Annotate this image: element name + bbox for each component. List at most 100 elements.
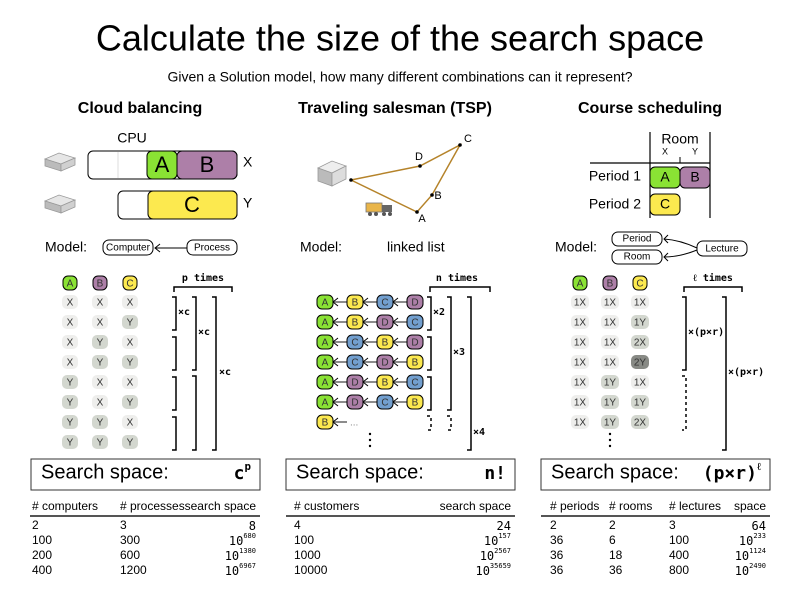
value-base: 10 [735,564,749,578]
chip-label: D [351,378,358,389]
cloud-balancing-heading: Cloud balancing [78,100,202,117]
chip-label: X [127,338,134,349]
route-stop [458,143,462,147]
chip-label: 1X [574,418,587,429]
assignment-chip: 1X [601,295,619,309]
chip-shape [122,375,138,389]
assignment-chip: X [62,315,78,329]
chip-shape [122,275,138,291]
column-header: # customers [294,499,359,513]
bracket-level-3 [212,296,217,451]
chain-node: A [316,374,334,390]
assignment-chip: X [92,295,108,309]
assignment-chip: 1X [601,335,619,349]
chip-label: 1X [604,298,617,309]
stop-c-label: C [464,133,472,145]
assignment-chip: Y [92,435,108,449]
value-exponent: 233 [753,532,766,540]
arrowhead-icon [154,243,161,253]
process-c [147,190,238,220]
table-cell: 100 [294,533,314,547]
value-exponent: 157 [498,532,511,540]
column-header: search space [440,499,512,513]
chip-shape [346,334,364,350]
computer-x-label: X [243,154,253,170]
chip-label: A [322,378,329,389]
assignment-chip: X [62,335,78,349]
multiplier-label: ×c [198,327,210,338]
times-bracket [429,286,491,292]
chip-label: Y [127,358,134,369]
chip-label: 2X [634,418,647,429]
chip-shape [346,294,364,310]
chain-node: B [346,314,364,330]
chip-label: X [127,378,134,389]
chain-node: C [406,314,424,330]
stop-d-label: D [415,151,423,163]
multiplier-label: ×(p×r) [688,327,724,338]
assignment-chip: 1Y [631,395,649,409]
chip-label: D [381,358,388,369]
bracket-level-3 [467,296,472,451]
chip-label: Y [97,358,104,369]
assignment-chip: Y [62,395,78,409]
chip-shape [62,395,78,409]
model-lecture-label: Lecture [705,244,739,255]
bracket-level-2 [192,375,197,451]
chip-label: 1X [604,318,617,329]
assignment-chip: 1X [631,295,649,309]
chip-shape [92,435,108,449]
chip-shape [632,275,648,291]
chip-label: C [126,279,133,290]
chain-node: B [406,394,424,410]
search-space-value: 8 [249,519,256,533]
bracket-level-1-dashed [427,415,432,431]
chip-shape [62,415,78,429]
chip-label: C [636,279,643,290]
chip-shape [346,314,364,330]
assignment-chip: 1X [571,415,589,429]
bracket-level-1 [427,296,432,331]
chip-shape [122,355,138,369]
multiplier-label: ×(p×r) [728,367,764,378]
chip-shape [62,335,78,349]
chip-shape [316,294,334,310]
search-space-value: 1035659 [475,562,511,578]
assignment-chip: X [92,375,108,389]
chain-node: A [316,294,334,310]
table-cell: 18 [609,548,623,562]
assignment-chip: X [122,415,138,429]
chip-shape [62,355,78,369]
stop-a-label: A [418,213,426,225]
model-period-label: Period [623,234,652,245]
value-base: 10 [475,564,489,578]
cpu-label: CPU [117,130,147,146]
chip-shape [571,355,589,369]
value-base: 64 [752,519,766,533]
chip-label: C [351,338,358,349]
chain-node: D [346,394,364,410]
table-cell: 36 [609,563,623,577]
value-base: 8 [249,519,256,533]
chip-shape [122,395,138,409]
chip-label: X [67,298,74,309]
column-header: # periods [550,499,599,513]
chip-header-c: C [122,275,138,291]
process-b-label: B [200,152,215,177]
course-search-space-box [540,458,771,491]
chip-label: X [97,378,104,389]
table-cell: 3 [669,518,676,532]
bracket-level-1 [427,376,432,411]
table-cell: 36 [550,548,564,562]
course-search-space-formula: (p×r)ℓ [703,460,761,484]
chip-label: B [382,378,389,389]
value-exponent: 35659 [490,562,511,570]
table-cell: 1000 [294,548,321,562]
chip-label: Y [67,418,74,429]
bracket-level-2 [192,296,197,371]
bracket-level-1 [172,296,177,331]
chip-shape [406,374,424,390]
more-dots [368,438,372,442]
bracket-level-1 [172,376,177,411]
